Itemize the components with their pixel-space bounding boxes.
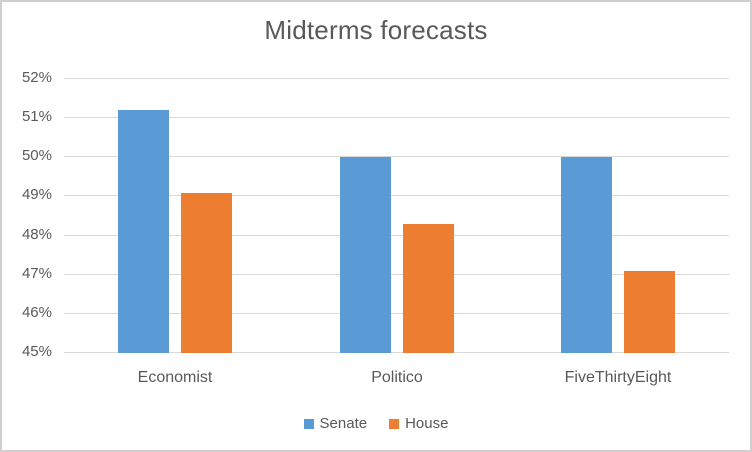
gridline (64, 352, 729, 353)
legend-swatch-icon (389, 419, 400, 429)
gridline (64, 234, 729, 236)
bar-senate-fivethirtyeight (561, 157, 612, 353)
bar-house-politico (403, 224, 454, 353)
gridline (64, 195, 729, 197)
legend: Senate House (2, 414, 750, 434)
legend-item-house: House (389, 416, 448, 432)
y-axis-tick-label: 51% (21, 108, 52, 126)
gridline (64, 156, 729, 158)
y-axis-tick-label: 52% (21, 69, 52, 86)
y-axis-tick-label: 45% (21, 343, 52, 360)
bar-house-fivethirtyeight (624, 271, 675, 353)
legend-swatch-icon (303, 419, 314, 429)
y-axis-tick-label: 49% (21, 186, 52, 204)
y-axis-tick-label: 48% (21, 225, 52, 243)
y-axis-tick-label: 47% (21, 264, 52, 282)
x-axis-category-label: FiveThirtyEight (564, 369, 672, 386)
chart-title: Midterms forecasts (264, 15, 488, 45)
gridline (64, 312, 729, 314)
x-axis-category-label: Economist (137, 369, 213, 386)
gridline (64, 273, 729, 275)
legend-label: Senate (319, 415, 368, 432)
legend-label: House (405, 415, 449, 432)
bar-senate-politico (340, 157, 391, 353)
gridline (64, 117, 729, 119)
legend-item-senate: Senate (303, 415, 368, 432)
gridline (64, 78, 729, 79)
bar-senate-economist (118, 110, 169, 353)
bar-house-economist (181, 193, 232, 353)
y-axis-tick-label: 46% (21, 303, 52, 321)
x-axis-category-label: Politico (371, 369, 423, 386)
y-axis-tick-label: 50% (21, 147, 52, 165)
